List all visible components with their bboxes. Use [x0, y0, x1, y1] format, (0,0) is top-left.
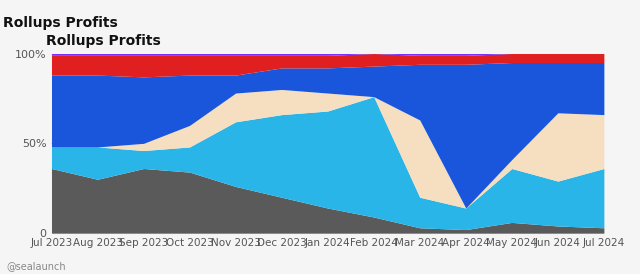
Text: @sealaunch: @sealaunch [6, 261, 66, 271]
Text: Rollups Profits: Rollups Profits [46, 34, 161, 48]
Ellipse shape [250, 136, 294, 169]
Text: Rollups Profits: Rollups Profits [3, 16, 118, 30]
Text: Dune: Dune [275, 135, 381, 169]
